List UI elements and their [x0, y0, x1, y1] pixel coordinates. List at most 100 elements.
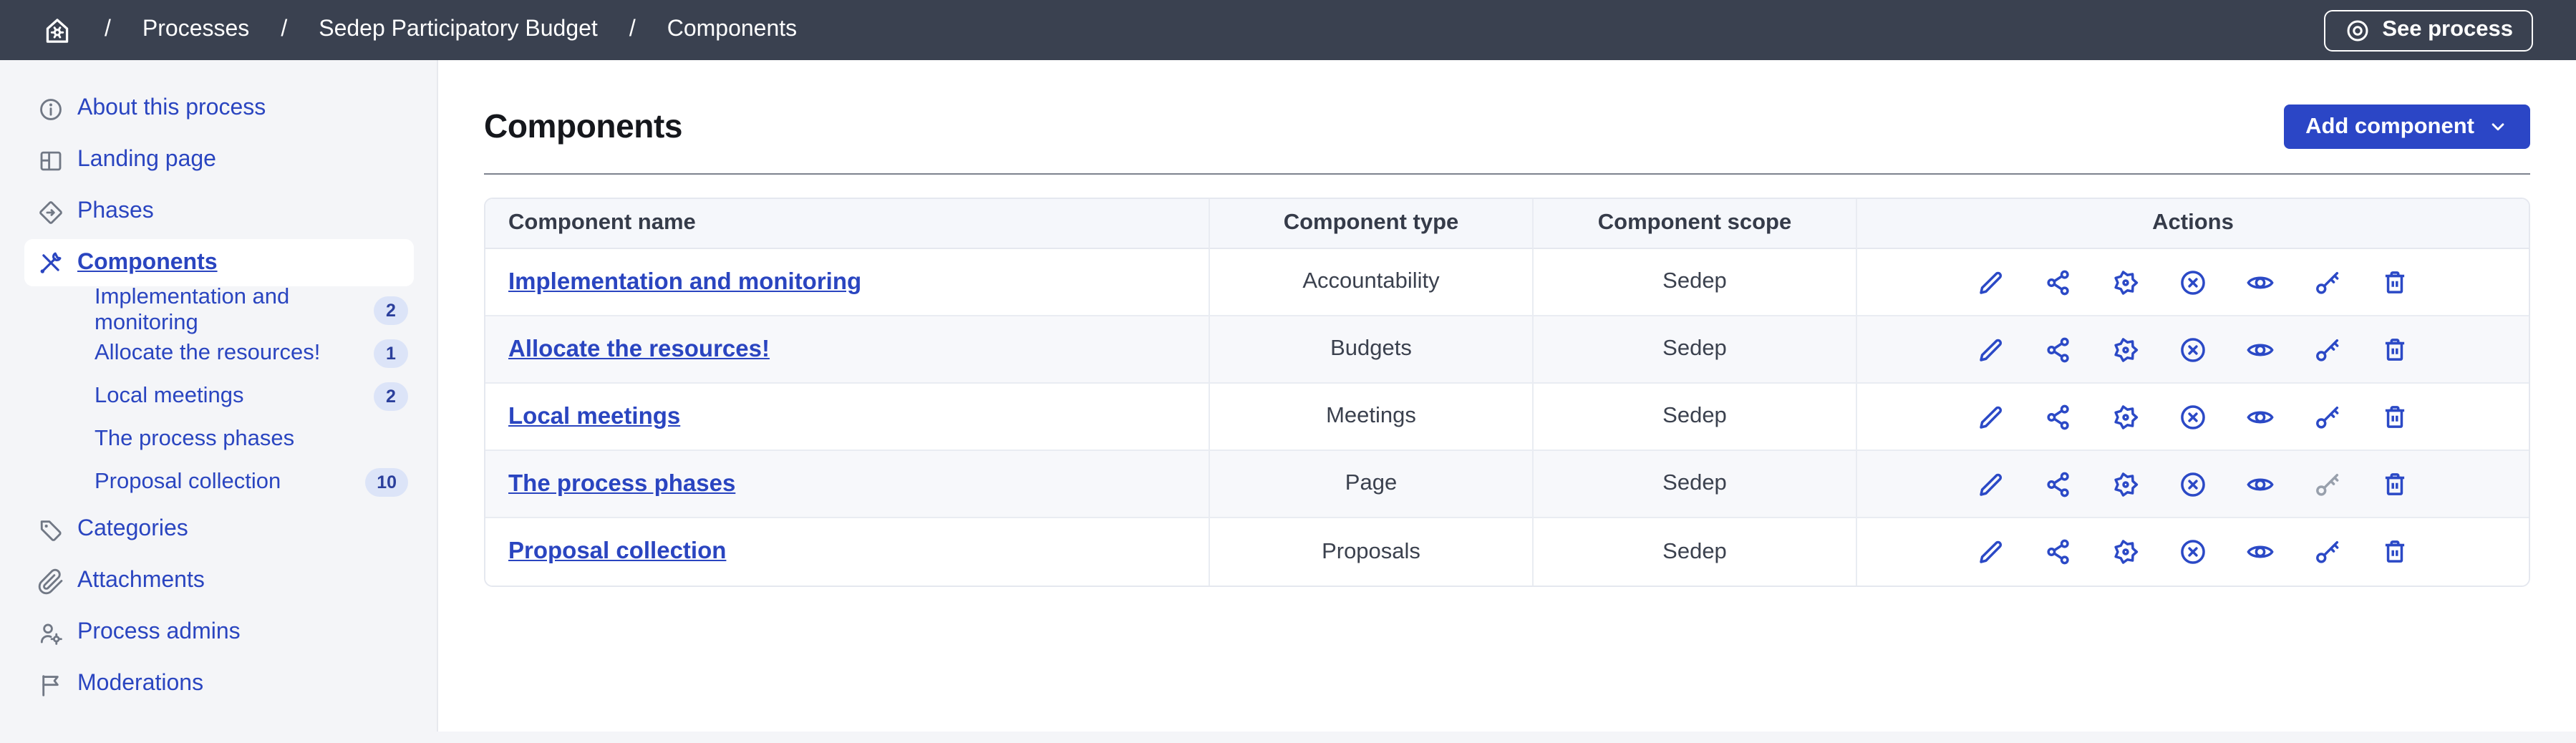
preview-button[interactable] — [2245, 267, 2275, 297]
component-name-link[interactable]: Proposal collection — [508, 538, 726, 564]
unpublish-icon — [2178, 267, 2208, 297]
edit-button[interactable] — [1976, 537, 2006, 567]
sidebar-subitem-the-process-phases[interactable]: The process phases — [0, 418, 437, 461]
permissions-icon — [2313, 267, 2343, 297]
permissions-button[interactable] — [2313, 537, 2343, 567]
header-component-name: Component name — [485, 199, 1210, 249]
settings-button[interactable] — [2111, 402, 2141, 432]
preview-button[interactable] — [2245, 469, 2275, 499]
preview-button[interactable] — [2245, 537, 2275, 567]
preview-icon — [2245, 469, 2275, 499]
share-icon — [2043, 267, 2073, 297]
breadcrumb-separator: / — [281, 17, 287, 43]
count-badge: 2 — [374, 296, 408, 326]
sidebar-item-phases[interactable]: Phases — [0, 186, 437, 238]
delete-icon — [2380, 334, 2410, 364]
table-row: Proposal collection Proposals Sedep — [485, 518, 2529, 586]
component-name-link[interactable]: The process phases — [508, 470, 735, 496]
unpublish-button[interactable] — [2178, 469, 2208, 499]
component-type-cell: Page — [1210, 451, 1534, 518]
sidebar-item-landing-page[interactable]: Landing page — [0, 135, 437, 186]
permissions-button-disabled[interactable] — [2313, 469, 2343, 499]
component-scope-cell: Sedep — [1534, 451, 1857, 518]
sidebar-subitem-local-meetings[interactable]: Local meetings 2 — [0, 375, 437, 418]
settings-button[interactable] — [2111, 469, 2141, 499]
sidebar-item-components[interactable]: Components — [24, 239, 414, 286]
delete-button[interactable] — [2380, 334, 2410, 364]
add-component-button[interactable]: Add component — [2284, 105, 2530, 149]
preview-icon — [2245, 334, 2275, 364]
sidebar-item-label: Components — [77, 250, 218, 276]
topbar: / Processes / Sedep Participatory Budget… — [0, 0, 2576, 60]
delete-button[interactable] — [2380, 469, 2410, 499]
component-scope-cell: Sedep — [1534, 384, 1857, 451]
unpublish-button[interactable] — [2178, 267, 2208, 297]
settings-button[interactable] — [2111, 267, 2141, 297]
header-component-scope: Component scope — [1534, 199, 1857, 249]
edit-icon — [1976, 537, 2006, 567]
share-button[interactable] — [2043, 334, 2073, 364]
unpublish-icon — [2178, 537, 2208, 567]
edit-button[interactable] — [1976, 267, 2006, 297]
header-component-type: Component type — [1210, 199, 1534, 249]
component-name-link[interactable]: Implementation and monitoring — [508, 268, 861, 294]
breadcrumb-process-name[interactable]: Sedep Participatory Budget — [319, 17, 598, 43]
settings-button[interactable] — [2111, 334, 2141, 364]
chevron-down-icon — [2487, 116, 2509, 137]
delete-button[interactable] — [2380, 402, 2410, 432]
sidebar-subitem-proposal-collection[interactable]: Proposal collection 10 — [0, 461, 437, 504]
table-row: The process phases Page Sedep — [485, 451, 2529, 518]
component-name-link[interactable]: Allocate the resources! — [508, 336, 770, 361]
sidebar-item-attachments[interactable]: Attachments — [0, 555, 437, 607]
share-button[interactable] — [2043, 469, 2073, 499]
edit-button[interactable] — [1976, 402, 2006, 432]
sidebar: About this process Landing page Phases C… — [0, 60, 438, 732]
unpublish-button[interactable] — [2178, 334, 2208, 364]
preview-button[interactable] — [2245, 334, 2275, 364]
unpublish-button[interactable] — [2178, 402, 2208, 432]
phases-icon — [37, 198, 64, 225]
delete-button[interactable] — [2380, 537, 2410, 567]
permissions-button[interactable] — [2313, 334, 2343, 364]
permissions-icon — [2313, 469, 2343, 499]
content: About this process Landing page Phases C… — [0, 60, 2576, 732]
see-process-button[interactable]: See process — [2323, 9, 2533, 51]
sidebar-item-categories[interactable]: Categories — [0, 504, 437, 555]
edit-button[interactable] — [1976, 334, 2006, 364]
edit-icon — [1976, 469, 2006, 499]
see-process-label: See process — [2382, 17, 2513, 43]
share-button[interactable] — [2043, 267, 2073, 297]
sidebar-item-about-this-process[interactable]: About this process — [0, 83, 437, 135]
count-badge: 2 — [374, 382, 408, 412]
permissions-button[interactable] — [2313, 267, 2343, 297]
unpublish-button[interactable] — [2178, 537, 2208, 567]
delete-icon — [2380, 402, 2410, 432]
share-icon — [2043, 537, 2073, 567]
component-scope-cell: Sedep — [1534, 249, 1857, 316]
table-header-row: Component name Component type Component … — [485, 199, 2529, 249]
share-button[interactable] — [2043, 537, 2073, 567]
sidebar-item-label: Categories — [77, 517, 188, 543]
share-button[interactable] — [2043, 402, 2073, 432]
permissions-button[interactable] — [2313, 402, 2343, 432]
sidebar-item-label: Phases — [77, 199, 154, 225]
sidebar-subitem-label: Allocate the resources! — [95, 341, 320, 366]
sidebar-subitem-label: Local meetings — [95, 384, 244, 409]
sidebar-subitem-allocate-the-resources[interactable]: Allocate the resources! 1 — [0, 332, 437, 375]
sidebar-subitem-implementation-and-monitoring[interactable]: Implementation and monitoring 2 — [0, 289, 437, 332]
edit-button[interactable] — [1976, 469, 2006, 499]
sidebar-item-moderations[interactable]: Moderations — [0, 659, 437, 710]
sidebar-item-label: Landing page — [77, 147, 216, 173]
sidebar-item-process-admins[interactable]: Process admins — [0, 607, 437, 659]
delete-button[interactable] — [2380, 267, 2410, 297]
component-scope-cell: Sedep — [1534, 518, 1857, 586]
info-icon — [37, 95, 64, 122]
breadcrumb-home[interactable] — [42, 14, 73, 46]
component-name-link[interactable]: Local meetings — [508, 403, 680, 429]
permissions-icon — [2313, 537, 2343, 567]
breadcrumb-components[interactable]: Components — [667, 17, 797, 43]
settings-button[interactable] — [2111, 537, 2141, 567]
edit-icon — [1976, 402, 2006, 432]
preview-button[interactable] — [2245, 402, 2275, 432]
breadcrumb-processes[interactable]: Processes — [142, 17, 249, 43]
